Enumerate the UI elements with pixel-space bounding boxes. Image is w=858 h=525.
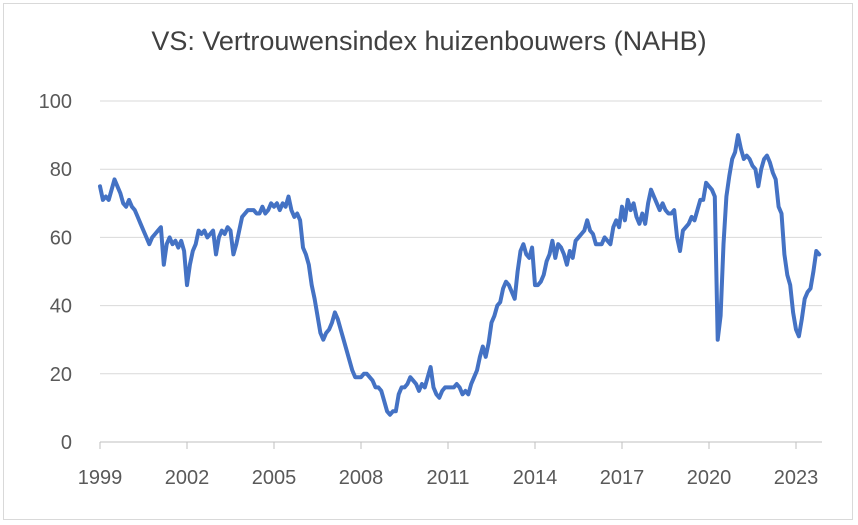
x-axis-ticks: 1999 2002 2005 2008 2011 2014 2017 2020 2023 [78, 442, 819, 489]
gridlines [100, 100, 822, 375]
x-tick-label: 2023 [774, 467, 819, 489]
y-tick-label: 80 [50, 159, 72, 181]
x-tick-label: 2017 [600, 467, 645, 489]
x-tick-label: 2005 [252, 467, 297, 489]
y-tick-label: 60 [50, 227, 72, 249]
chart-title: VS: Vertrouwensindex huizenbouwers (NAHB… [151, 26, 707, 56]
x-tick-label: 2020 [687, 467, 732, 489]
x-tick-label: 1999 [78, 467, 123, 489]
x-tick-label: 2014 [513, 467, 558, 489]
x-tick-label: 2011 [426, 467, 469, 489]
y-tick-label: 20 [50, 364, 72, 386]
y-tick-label: 0 [61, 432, 72, 454]
x-tick-label: 2002 [165, 467, 210, 489]
x-tick-label: 2008 [339, 467, 384, 489]
y-axis-ticks: 0 20 40 60 80 100 [39, 91, 72, 454]
y-tick-label: 100 [39, 91, 72, 113]
chart-frame [3, 3, 853, 520]
series-layer [98, 133, 822, 417]
y-tick-label: 40 [50, 296, 72, 318]
series-line-0 [98, 133, 822, 417]
